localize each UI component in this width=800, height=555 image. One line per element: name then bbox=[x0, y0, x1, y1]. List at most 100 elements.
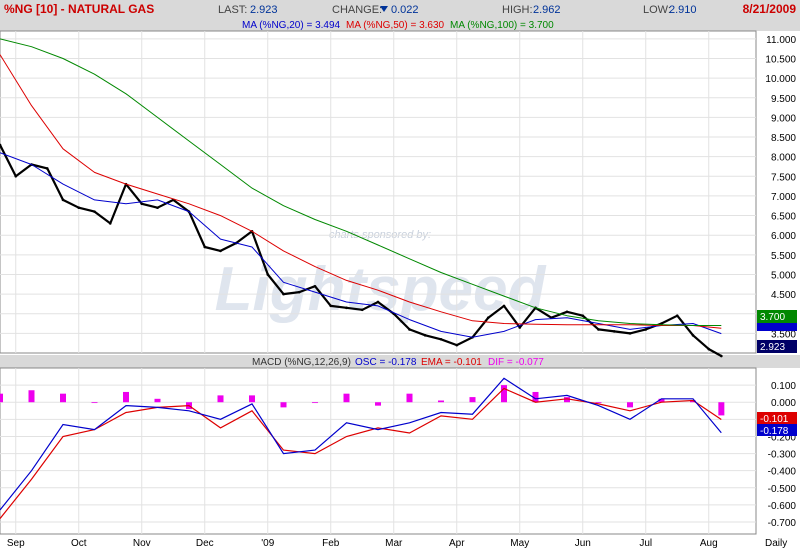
x-tick-label: Apr bbox=[449, 538, 465, 549]
symbol-title: %NG [10] - NATURAL GAS bbox=[4, 2, 154, 16]
macd-histogram-bar bbox=[406, 393, 413, 403]
price-point bbox=[203, 245, 207, 249]
price-point bbox=[518, 326, 522, 329]
price-point bbox=[720, 354, 723, 358]
price-point bbox=[360, 308, 364, 312]
macd-series-2 bbox=[0, 377, 722, 511]
badge-dif: -0.178 bbox=[757, 424, 797, 437]
macd-ytick-label: -0.300 bbox=[768, 450, 797, 461]
header-bar bbox=[0, 0, 800, 18]
price-point bbox=[266, 273, 270, 276]
high-value: 2.962 bbox=[533, 4, 561, 16]
macd-histogram-bar bbox=[718, 402, 725, 416]
macd-series-1 bbox=[0, 387, 722, 519]
price-ytick-label: 7.500 bbox=[771, 172, 796, 183]
macd-histogram-bar bbox=[658, 398, 665, 403]
high-label: HIGH: bbox=[502, 4, 533, 16]
price-point bbox=[329, 304, 333, 308]
price-point bbox=[644, 328, 648, 331]
macd-dif: DIF = -0.077 bbox=[488, 357, 544, 368]
macd-histogram-bar bbox=[249, 395, 255, 403]
price-ytick-label: 10.000 bbox=[765, 74, 796, 85]
x-tick-label: Dec bbox=[196, 538, 214, 549]
macd-histogram-bar bbox=[217, 395, 224, 403]
macd-histogram-bar bbox=[123, 391, 129, 403]
macd-histogram-bar bbox=[501, 385, 507, 403]
price-point bbox=[45, 167, 49, 170]
price-point bbox=[439, 337, 443, 341]
macd-ytick-label: 0.100 bbox=[771, 381, 796, 392]
price-point bbox=[612, 330, 616, 333]
macd-ema: EMA = -0.101 bbox=[421, 357, 482, 368]
macd-histogram-bar bbox=[469, 397, 476, 403]
x-tick-label: Feb bbox=[322, 538, 340, 549]
price-ytick-label: 9.000 bbox=[771, 113, 796, 124]
price-point bbox=[376, 300, 380, 304]
price-ytick-label: 6.500 bbox=[771, 212, 796, 223]
price-ytick-label: 11.000 bbox=[766, 35, 796, 46]
macd-histogram-bar bbox=[0, 393, 3, 403]
macd-histogram-bar bbox=[627, 402, 633, 408]
price-series-3 bbox=[0, 38, 722, 326]
last-value: 2.923 bbox=[250, 4, 278, 16]
price-point bbox=[628, 332, 632, 335]
price-point bbox=[313, 284, 317, 288]
frequency-label: Daily bbox=[765, 538, 787, 549]
price-point bbox=[297, 290, 301, 294]
macd-header-bar bbox=[0, 355, 800, 368]
price-ytick-label: 3.500 bbox=[771, 329, 796, 340]
price-ytick-label: 10.500 bbox=[765, 54, 796, 65]
price-panel bbox=[0, 30, 757, 354]
price-point bbox=[486, 316, 490, 319]
price-point bbox=[707, 347, 711, 351]
price-point bbox=[455, 343, 459, 347]
price-point bbox=[156, 206, 159, 210]
x-tick-label: Oct bbox=[71, 538, 87, 549]
badge-dif-text: -0.178 bbox=[760, 426, 789, 437]
price-ytick-label: 5.500 bbox=[771, 251, 796, 262]
price-ytick-label: 5.000 bbox=[771, 270, 796, 281]
badge-ema-text: -0.101 bbox=[760, 414, 789, 425]
macd-histogram-bar bbox=[154, 398, 161, 403]
price-point bbox=[675, 314, 679, 317]
macd-histogram-bar bbox=[91, 402, 98, 404]
legend-bar bbox=[0, 18, 800, 31]
price-point bbox=[77, 206, 81, 210]
macd-histogram-bar bbox=[280, 402, 287, 408]
price-point bbox=[0, 143, 2, 147]
x-tick-label: May bbox=[510, 538, 529, 549]
price-ytick-label: 6.000 bbox=[771, 231, 796, 242]
price-point bbox=[691, 334, 695, 337]
x-tick-label: Aug bbox=[700, 538, 718, 549]
price-point bbox=[597, 328, 600, 331]
low-label: LOW: bbox=[643, 4, 671, 16]
price-point bbox=[61, 198, 65, 202]
macd-histogram-bar bbox=[564, 397, 570, 403]
x-tick-label: '09 bbox=[261, 538, 274, 549]
x-tick-label: Jul bbox=[639, 538, 652, 549]
x-tick-label: Nov bbox=[133, 538, 151, 549]
macd-histogram-bar bbox=[60, 393, 66, 403]
price-point bbox=[408, 328, 411, 331]
legend-ma50: MA (%NG,50) = 3.630 bbox=[346, 20, 445, 31]
macd-ytick-label: -0.600 bbox=[768, 501, 797, 512]
macd-histogram-bar bbox=[343, 393, 350, 403]
price-ytick-label: 9.500 bbox=[771, 94, 796, 105]
macd-histogram-bar bbox=[438, 400, 444, 403]
macd-ytick-label: -0.200 bbox=[768, 432, 797, 443]
legend-ma20: MA (%NG,20) = 3.494 bbox=[242, 20, 341, 31]
price-series-2 bbox=[0, 54, 722, 329]
price-point bbox=[502, 304, 506, 308]
price-point bbox=[108, 222, 112, 225]
chart-date: 8/21/2009 bbox=[743, 2, 797, 16]
price-point bbox=[140, 202, 144, 206]
badge-ma100-text: 3.700 bbox=[760, 312, 785, 323]
x-tick-label: Jun bbox=[575, 538, 591, 549]
price-point bbox=[423, 334, 427, 337]
macd-ytick-label: -0.400 bbox=[768, 467, 797, 478]
macd-ytick-label: -0.700 bbox=[768, 518, 797, 529]
price-ytick-label: 8.500 bbox=[771, 133, 796, 144]
macd-ytick-label: 0.000 bbox=[771, 398, 796, 409]
change-down-arrow-icon bbox=[380, 6, 388, 12]
x-tick-label: Sep bbox=[7, 538, 25, 549]
